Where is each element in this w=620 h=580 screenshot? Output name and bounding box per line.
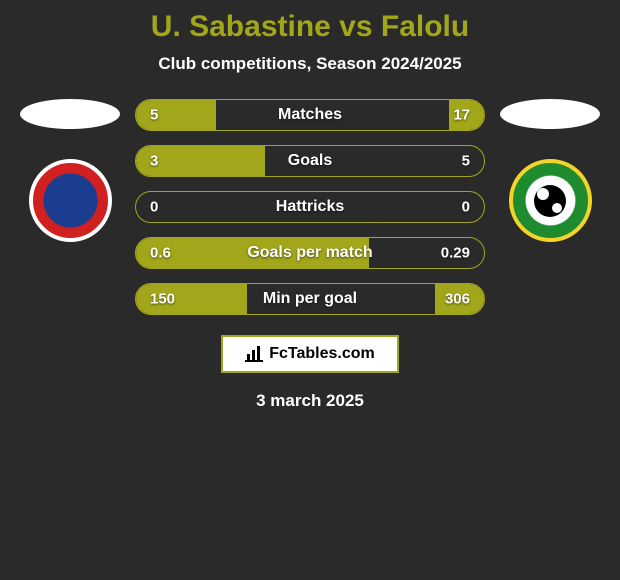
right-club-badge-icon [509,159,592,242]
stat-value-right: 306 [445,291,470,308]
date-label: 3 march 2025 [256,391,364,411]
main-row: 5 17 Matches 3 5 Goals 0 0 Hattricks 0.6 0.29 Goals… [0,99,620,315]
right-player-column [500,99,600,242]
stat-label: Goals per match [247,244,372,262]
stat-value-left: 5 [150,107,158,124]
stat-value-right: 0 [462,199,470,216]
comparison-card: U. Sabastine vs Falolu Club competitions… [0,0,620,411]
brand-box[interactable]: FcTables.com [221,335,399,373]
left-club-badge-icon [29,159,112,242]
page-title: U. Sabastine vs Falolu [151,10,469,44]
stat-value-right: 0.29 [441,245,470,262]
stat-label: Min per goal [263,290,357,308]
stat-label: Matches [278,106,342,124]
stat-value-left: 0.6 [150,245,171,262]
left-flag-icon [20,99,120,129]
stat-value-left: 0 [150,199,158,216]
stat-row: 0 0 Hattricks [135,191,485,223]
stat-label: Goals [288,152,332,170]
left-player-column [20,99,120,242]
right-flag-icon [500,99,600,129]
stat-value-right: 17 [453,107,470,124]
stat-value-left: 3 [150,153,158,170]
stat-value-left: 150 [150,291,175,308]
stat-row: 5 17 Matches [135,99,485,131]
stat-row: 0.6 0.29 Goals per match [135,237,485,269]
brand-label: FcTables.com [269,345,375,363]
subtitle: Club competitions, Season 2024/2025 [158,54,461,74]
stats-bars: 5 17 Matches 3 5 Goals 0 0 Hattricks 0.6 0.29 Goals… [135,99,485,315]
stat-bar-left-fill [136,100,216,130]
chart-icon [245,346,263,362]
stat-row: 3 5 Goals [135,145,485,177]
stat-label: Hattricks [276,198,344,216]
stat-value-right: 5 [462,153,470,170]
stat-row: 150 306 Min per goal [135,283,485,315]
